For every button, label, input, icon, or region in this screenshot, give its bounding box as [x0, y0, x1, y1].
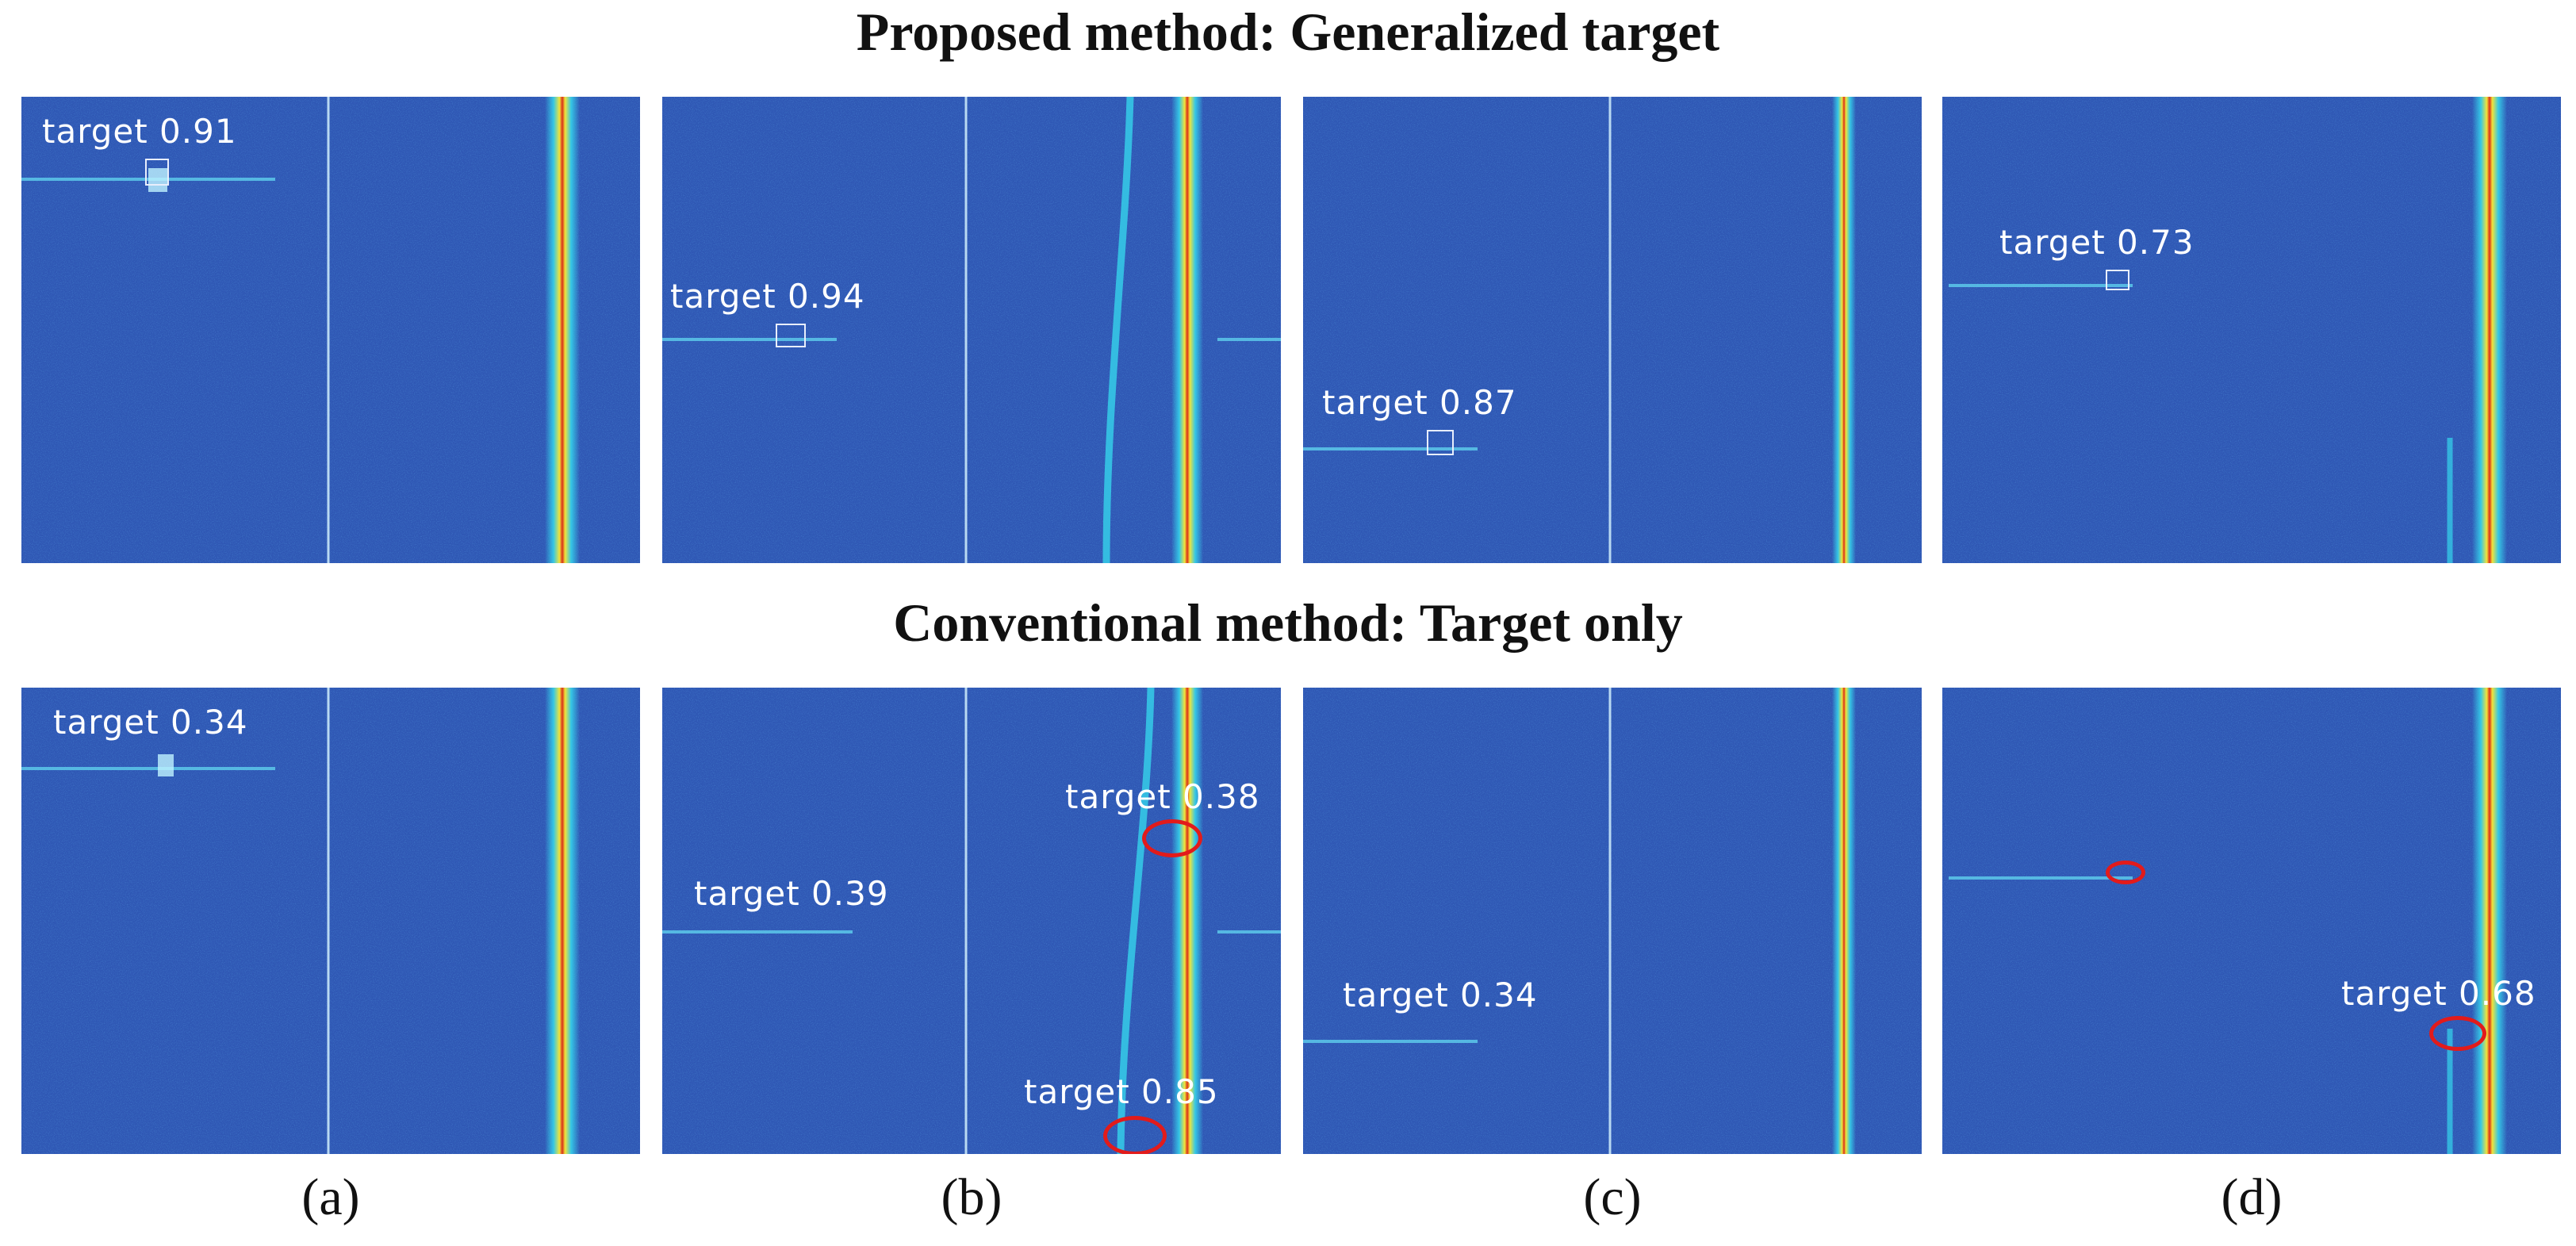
detection-label: target 0.34	[53, 703, 248, 742]
highlight-ellipse	[1142, 819, 1202, 857]
panel-bottom-d: target 0.68	[1942, 688, 2561, 1154]
highlight-ellipse	[2106, 861, 2145, 884]
panel-top-b: target 0.94	[662, 97, 1281, 563]
spectrogram-image	[1942, 688, 2561, 1154]
detection-label: target 0.91	[42, 112, 237, 151]
panel-top-d: target 0.73	[1942, 97, 2561, 563]
highlight-ellipse	[1103, 1116, 1167, 1154]
spectrogram-image	[21, 688, 640, 1154]
spectrogram-image	[662, 97, 1281, 563]
detection-box	[776, 324, 806, 347]
panel-bottom-c: target 0.34	[1303, 688, 1922, 1154]
detection-label: target 0.38	[1065, 777, 1260, 816]
highlight-ellipse	[2429, 1016, 2486, 1051]
detection-label: target 0.68	[2341, 974, 2536, 1013]
detection-label: target 0.94	[670, 277, 865, 316]
caption-d: (d)	[2221, 1168, 2283, 1226]
top-row-title: Proposed method: Generalized target	[856, 2, 1720, 62]
detection-box	[2106, 270, 2129, 290]
caption-c: (c)	[1583, 1168, 1642, 1226]
spectrogram-image	[21, 97, 640, 563]
panel-bottom-a: target 0.34	[21, 688, 640, 1154]
panel-bottom-b: target 0.38 target 0.39 target 0.85	[662, 688, 1281, 1154]
spectrogram-image	[1303, 97, 1922, 563]
detection-label: target 0.39	[694, 874, 889, 913]
caption-a: (a)	[301, 1168, 360, 1226]
detection-label: target 0.73	[1999, 223, 2195, 262]
caption-b: (b)	[941, 1168, 1002, 1226]
panel-top-c: target 0.87	[1303, 97, 1922, 563]
detection-box	[1427, 430, 1454, 455]
spectrogram-image	[1942, 97, 2561, 563]
detection-label: target 0.85	[1024, 1072, 1219, 1111]
detection-box	[145, 159, 169, 186]
detection-label: target 0.87	[1322, 383, 1517, 422]
detection-label: target 0.34	[1343, 976, 1538, 1014]
spectrogram-image	[662, 688, 1281, 1154]
bottom-row-title: Conventional method: Target only	[893, 592, 1683, 653]
spectrogram-image	[1303, 688, 1922, 1154]
panel-top-a: target 0.91	[21, 97, 640, 563]
